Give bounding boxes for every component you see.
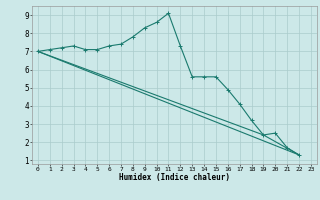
X-axis label: Humidex (Indice chaleur): Humidex (Indice chaleur) — [119, 173, 230, 182]
